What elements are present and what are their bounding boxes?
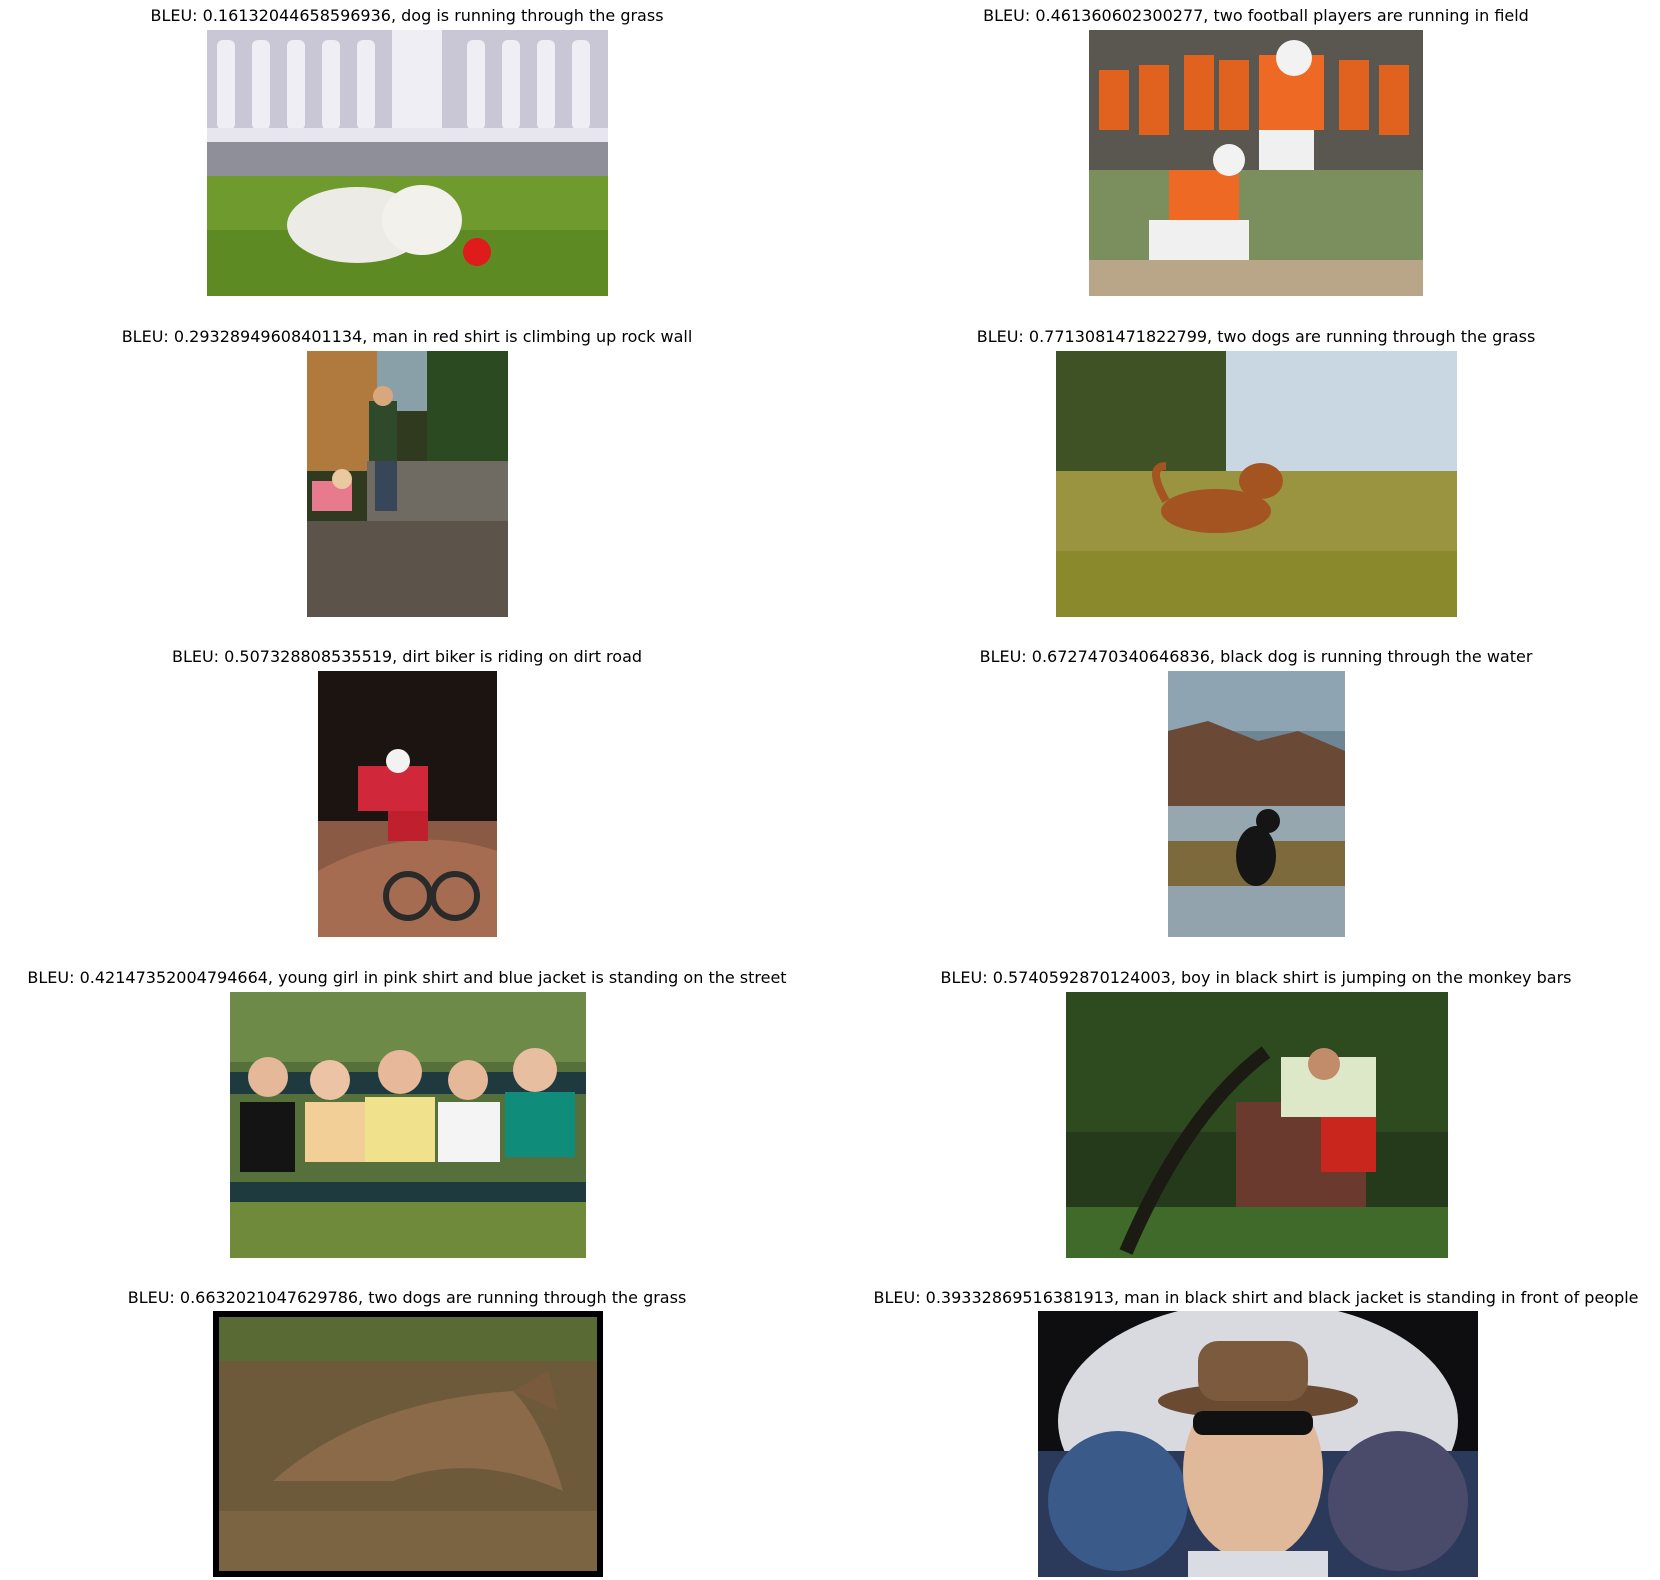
photo-brindle-dog (213, 1311, 603, 1577)
photo-children-bench (230, 992, 586, 1258)
caption-4: BLEU: 0.7713081471822799, two dogs are r… (976, 327, 1536, 346)
photo-man-hat (1038, 1311, 1478, 1577)
caption-2: BLEU: 0.461360602300277, two football pl… (983, 6, 1529, 25)
caption-7: BLEU: 0.42147352004794664, young girl in… (27, 968, 787, 987)
photo-man-leaning (1066, 992, 1448, 1258)
photo-brown-dog (1056, 351, 1457, 617)
caption-1: BLEU: 0.16132044658596936, dog is runnin… (150, 6, 664, 25)
photo-football (1089, 30, 1423, 296)
caption-5: BLEU: 0.507328808535519, dirt biker is r… (171, 647, 643, 666)
photo-biker (318, 671, 497, 937)
caption-6: BLEU: 0.6727470340646836, black dog is r… (979, 647, 1533, 666)
caption-9: BLEU: 0.6632021047629786, two dogs are r… (127, 1288, 687, 1307)
photo-white-dog (207, 30, 608, 296)
caption-10: BLEU: 0.39332869516381913, man in black … (873, 1288, 1639, 1307)
caption-8: BLEU: 0.5740592870124003, boy in black s… (940, 968, 1572, 987)
photo-black-dog (1168, 671, 1345, 937)
photo-kids-creek (307, 351, 508, 617)
caption-3: BLEU: 0.29328949608401134, man in red sh… (121, 327, 693, 346)
